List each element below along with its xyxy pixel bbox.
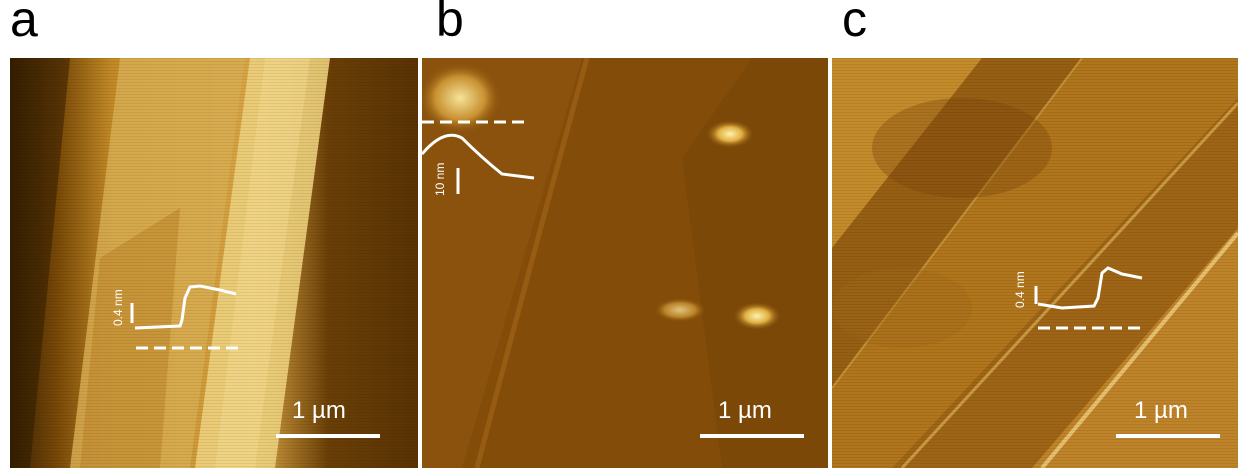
height-profile-a [134, 284, 237, 330]
height-profile-c [1037, 266, 1143, 310]
scalebar-a [276, 434, 380, 438]
scalebar-label-a: 1 µm [292, 397, 346, 424]
particle-b-2 [706, 120, 754, 148]
scalebar-label-b: 1 µm [718, 397, 772, 424]
region-b-2 [682, 58, 828, 468]
scalebar-label-c: 1 µm [1134, 397, 1188, 424]
particle-b-1 [422, 62, 502, 134]
height-label-c: 0.4 nm [1013, 271, 1027, 308]
scanlines-a [10, 58, 418, 468]
scanlines-c [832, 58, 1238, 468]
height-profile-b [422, 133, 535, 180]
particle-b-4 [654, 298, 706, 322]
scalebar-b [700, 434, 804, 438]
ridge-b [474, 58, 590, 468]
height-label-a: 0.4 nm [111, 289, 125, 326]
panel-a-label: a [10, 0, 38, 47]
afm-image-a: 0.4 nm 1 µm [10, 58, 418, 468]
afm-image-c-svg: 0.4 nm 1 µm [832, 58, 1238, 468]
scalebar-c [1116, 434, 1220, 438]
afm-image-b-svg: 10 nm 1 µm [422, 58, 828, 468]
afm-image-a-svg: 0.4 nm 1 µm [10, 58, 418, 468]
panel-c-label: c [842, 0, 867, 47]
panel-b-label: b [436, 0, 464, 47]
height-label-b: 10 nm [433, 163, 447, 196]
afm-image-c: 0.4 nm 1 µm [832, 58, 1238, 468]
particle-b-3 [733, 302, 781, 330]
afm-image-b: 10 nm 1 µm [422, 58, 828, 468]
